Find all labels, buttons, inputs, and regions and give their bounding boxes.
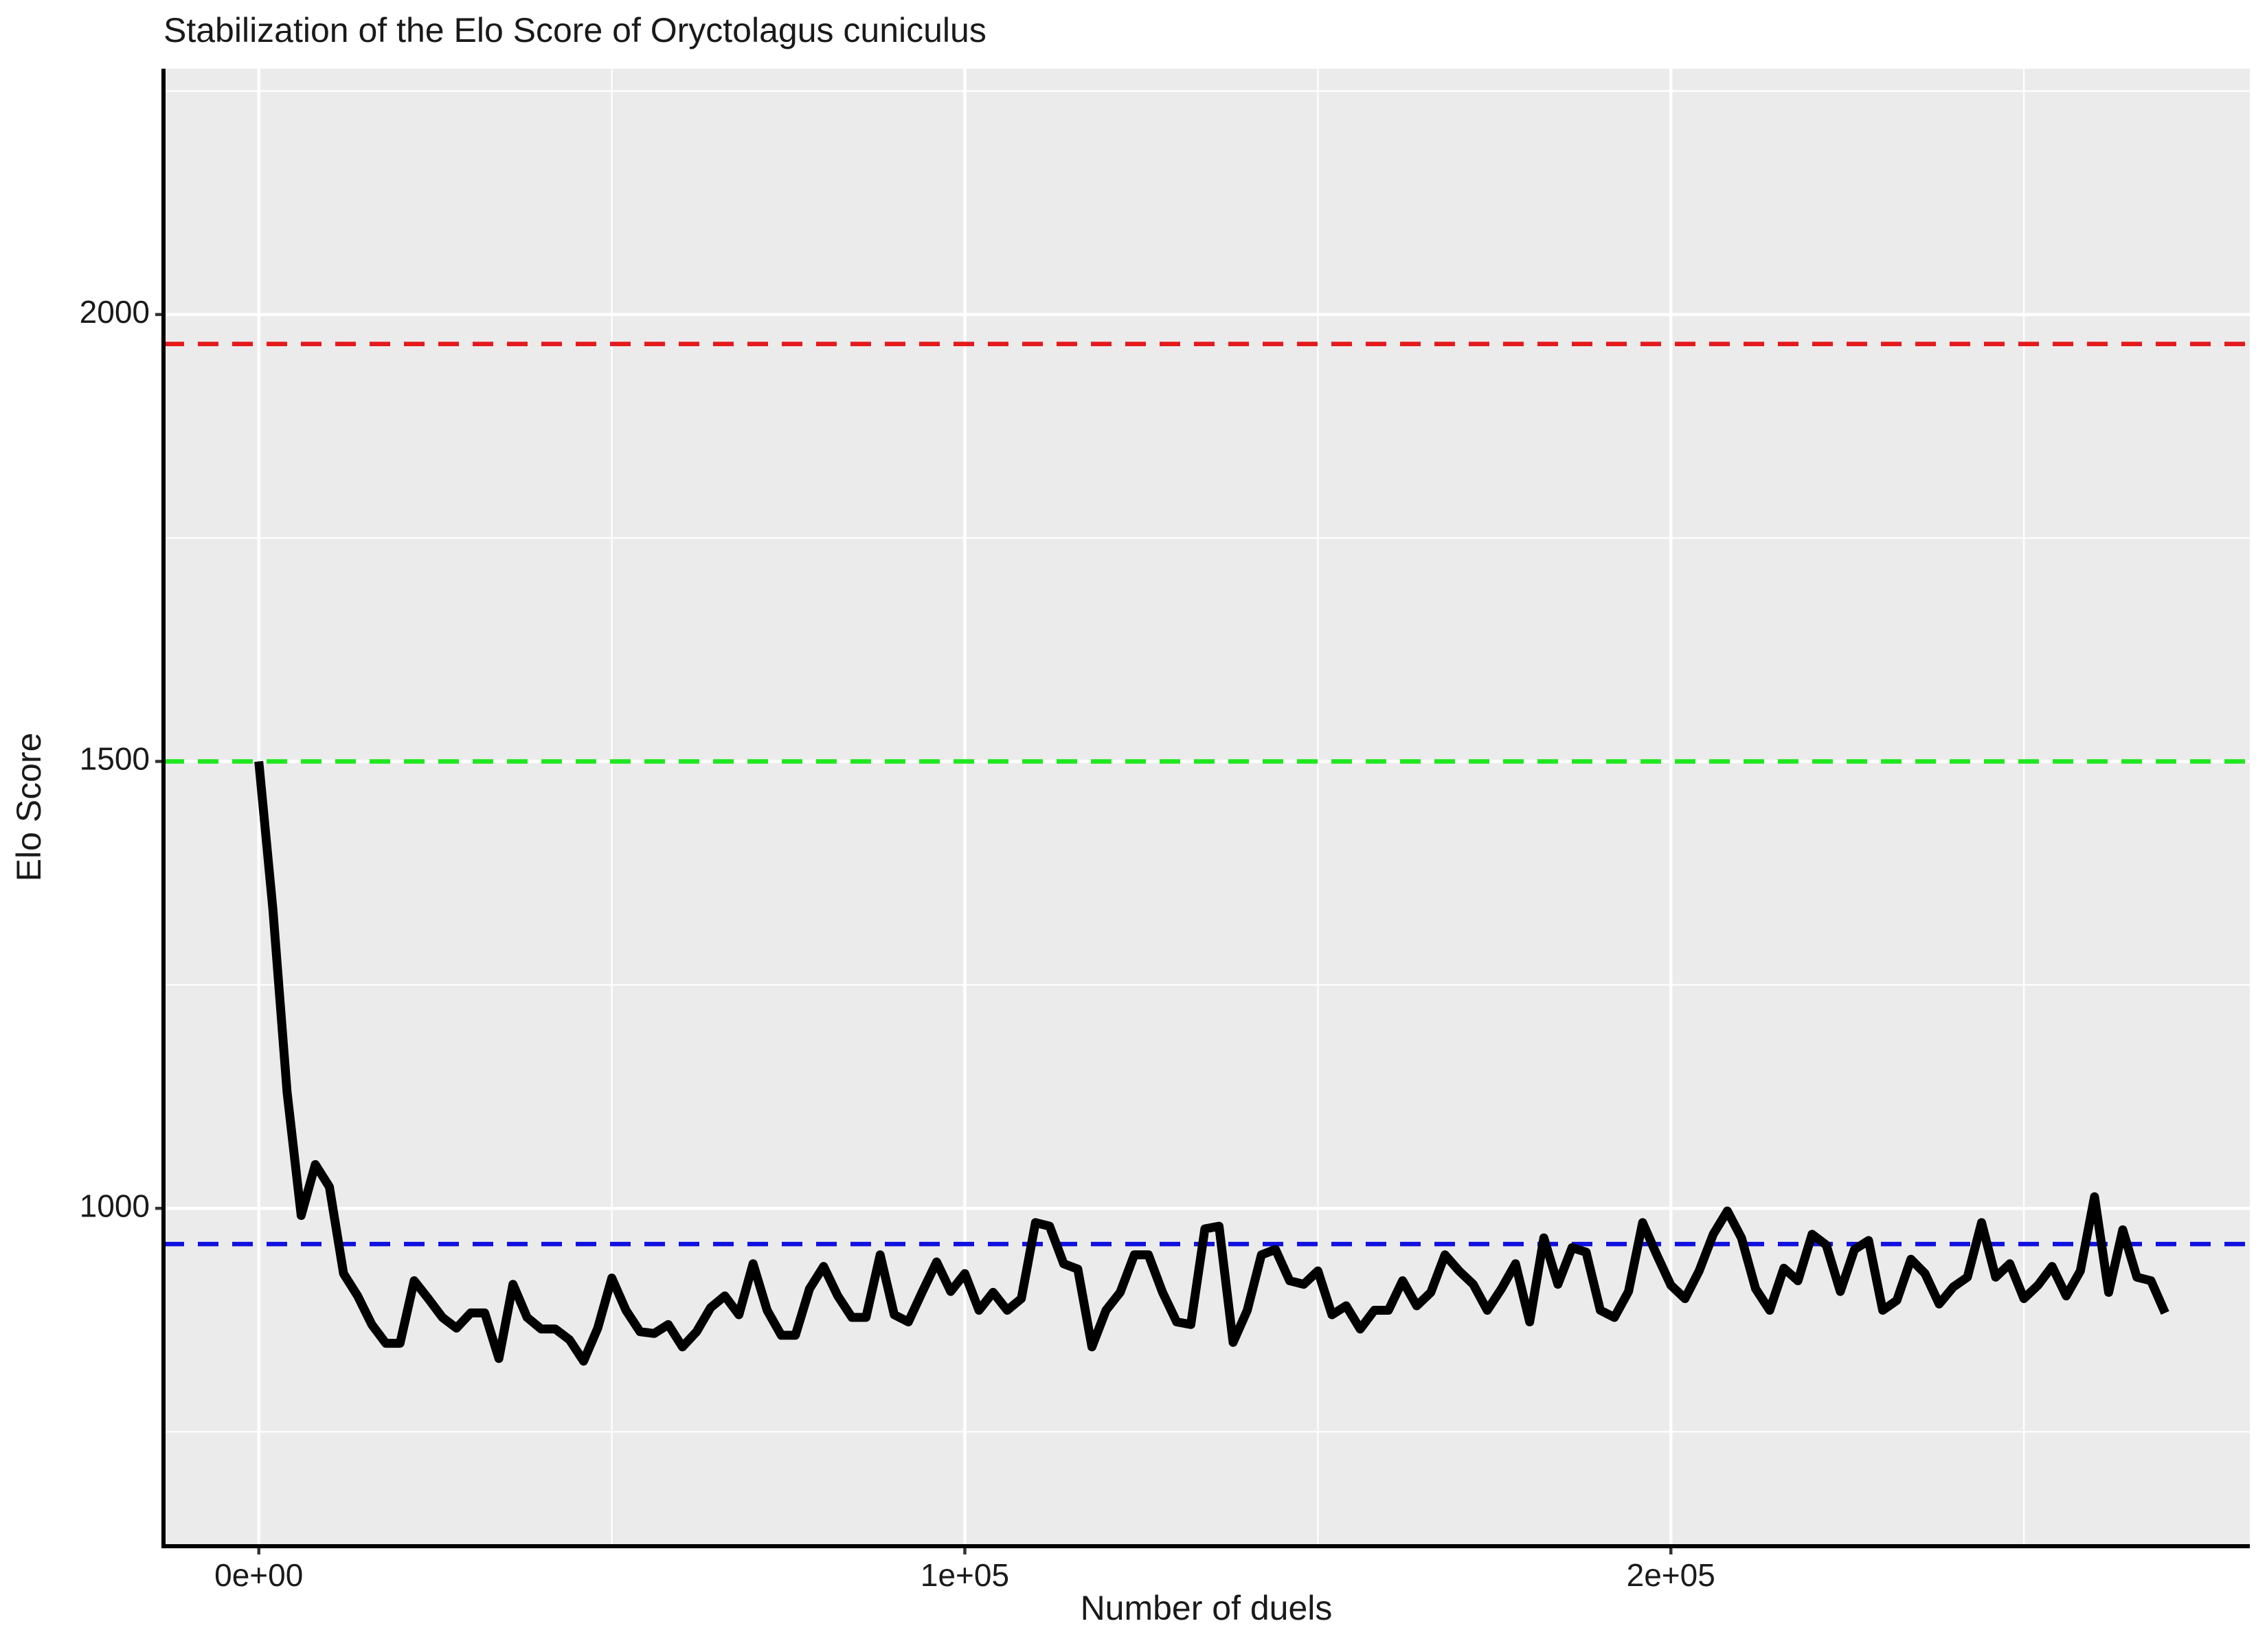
y-tick-label: 2000: [80, 294, 150, 330]
y-tick-label: 1000: [80, 1188, 150, 1223]
chart-title: Stabilization of the Elo Score of Orycto…: [163, 11, 986, 49]
x-tick-label: 2e+05: [1627, 1557, 1715, 1593]
grid: [163, 69, 2250, 1546]
y-axis-title: Elo Score: [10, 733, 48, 882]
plot-panel: [163, 69, 2250, 1546]
y-tick-label: 1500: [80, 741, 150, 777]
axes: 0e+00 1e+05 2e+05 1000 1500 2000: [80, 69, 2250, 1593]
x-axis-title: Number of duels: [1081, 1589, 1333, 1627]
x-tick-label: 0e+00: [214, 1557, 303, 1593]
x-tick-label: 1e+05: [921, 1557, 1009, 1593]
data-line: [254, 760, 2169, 1366]
series: [254, 760, 2169, 1366]
